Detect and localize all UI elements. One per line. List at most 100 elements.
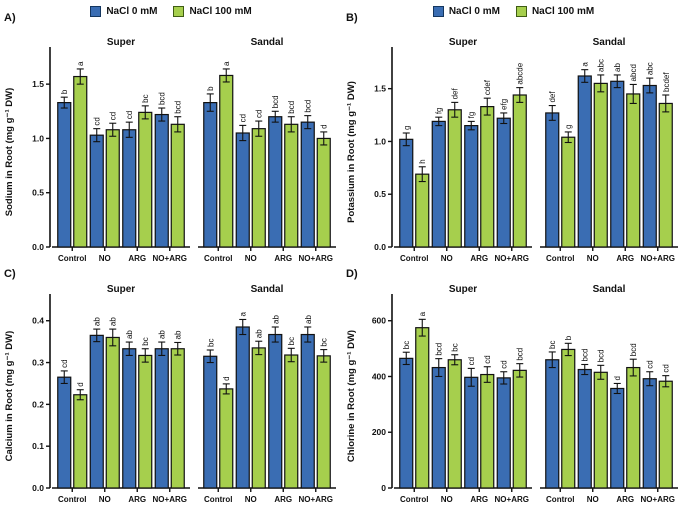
bar [399,357,414,489]
significance-letter: a [76,61,85,66]
legend-item-nacl-100: NaCl 100 mM [173,5,252,17]
bar [57,101,72,248]
bar [561,348,576,489]
bar [122,129,137,248]
significance-letter: bc [287,337,296,345]
significance-letter: ab [255,329,264,338]
x-tick-label: Control [546,254,574,263]
bar [154,113,169,248]
bar [577,368,592,489]
bar [138,354,153,489]
bar [545,112,560,248]
bar [480,373,495,489]
chart-calcium: 0.0 0.1 0.2 0.3 0.4 Calcium in Root (mg g⁻¹ D… [4,284,336,504]
chart-sodium: 0.0 0.5 1.0 1.5 Sodium in Root (mg g⁻¹ DW) Su… [4,37,336,263]
significance-letter: cd [255,110,264,118]
x-tick-label: ARG [470,254,488,263]
bar [73,75,88,248]
y-tick-label: 1.5 [374,84,386,94]
significance-letter: bc [548,340,557,348]
legend-label: NaCl 100 mM [531,5,595,17]
facet-title: Sandal [593,284,626,295]
y-tick-label: 0.0 [32,483,44,493]
significance-letter: d [613,376,622,380]
y-tick-label: 0.0 [374,242,386,252]
x-tick-label: NO [245,495,257,504]
y-tick-label: 0.5 [374,189,386,199]
significance-letter: g [564,124,573,128]
bar [480,106,495,248]
significance-letter: cd [239,114,248,122]
panel-a: A) NaCl 0 mM NaCl 100 mM 0.0 0.5 1.0 1.5 Sod… [0,0,342,263]
bar [415,327,430,489]
bar [642,378,657,489]
significance-letter: cd [109,112,118,120]
bar [57,376,72,489]
y-tick-label: 0.1 [32,441,44,451]
legend-swatch-green-icon [173,5,185,17]
bar [447,109,462,248]
bar [593,82,608,248]
y-tick-label: 0.3 [32,358,44,368]
significance-letter: bcd [516,348,525,361]
significance-letter: abcd [629,64,638,81]
bar [496,377,511,489]
legend-swatch-blue-icon [432,5,444,17]
significance-letter: cd [60,359,69,367]
legend: NaCl 0 mM NaCl 100 mM [342,0,685,19]
x-tick-label: Control [400,495,428,504]
significance-letter: bcd [271,95,280,108]
y-axis-label: Chlorine in Root (mg g⁻¹ DW) [346,330,357,462]
x-tick-label: NO+ARG [153,495,187,504]
x-tick-label: NO+ARG [299,254,333,263]
bar [415,173,430,248]
bar [496,117,511,248]
significance-letter: bc [402,341,411,349]
y-tick-label: 0.2 [32,399,44,409]
bar [300,333,315,489]
bar [464,125,479,248]
bar [73,394,88,489]
legend-label: NaCl 0 mM [106,5,158,17]
bar [170,348,185,489]
bar [203,101,218,248]
legend-item-nacl-0: NaCl 0 mM [432,5,500,17]
bar [610,387,625,489]
significance-letter: h [418,159,427,163]
bar [658,380,673,489]
x-tick-label: ARG [128,495,146,504]
facet-title: Super [107,284,135,295]
legend-label: NaCl 0 mM [448,5,500,17]
bar [235,326,250,489]
bar [300,121,315,248]
bar [170,123,185,248]
significance-letter: bcdef [662,72,671,92]
significance-letter: bcd [287,101,296,114]
x-tick-label: Control [546,495,574,504]
y-tick-label: 0.0 [32,242,44,252]
bar [593,371,608,489]
significance-letter: cd [125,111,134,119]
bar [464,376,479,489]
bar [626,93,641,248]
panel-b: B) NaCl 0 mM NaCl 100 mM 0.0 0.5 1.0 1.5 Pot… [342,0,685,263]
panel-d-label: D) [346,268,358,280]
y-tick-label: 600 [372,316,386,326]
panel-b-label: B) [346,12,358,24]
significance-letter: cd [500,360,509,368]
significance-letter: ab [174,330,183,339]
bar [251,128,266,248]
significance-letter: ab [304,315,313,324]
significance-letter: fg [467,112,476,119]
significance-letter: abc [597,59,606,72]
significance-letter: bc [141,337,150,345]
significance-letter: ab [271,315,280,324]
significance-letter: bc [206,339,215,347]
panel-d: D) 0 200 400 600 Chlorine in Root (mg g⁻¹ DW… [342,260,685,513]
bar [105,336,120,489]
panel-c-label: C) [4,268,16,280]
x-tick-label: Control [58,254,86,263]
significance-letter: b [60,89,69,94]
x-tick-label: NO+ARG [153,254,187,263]
